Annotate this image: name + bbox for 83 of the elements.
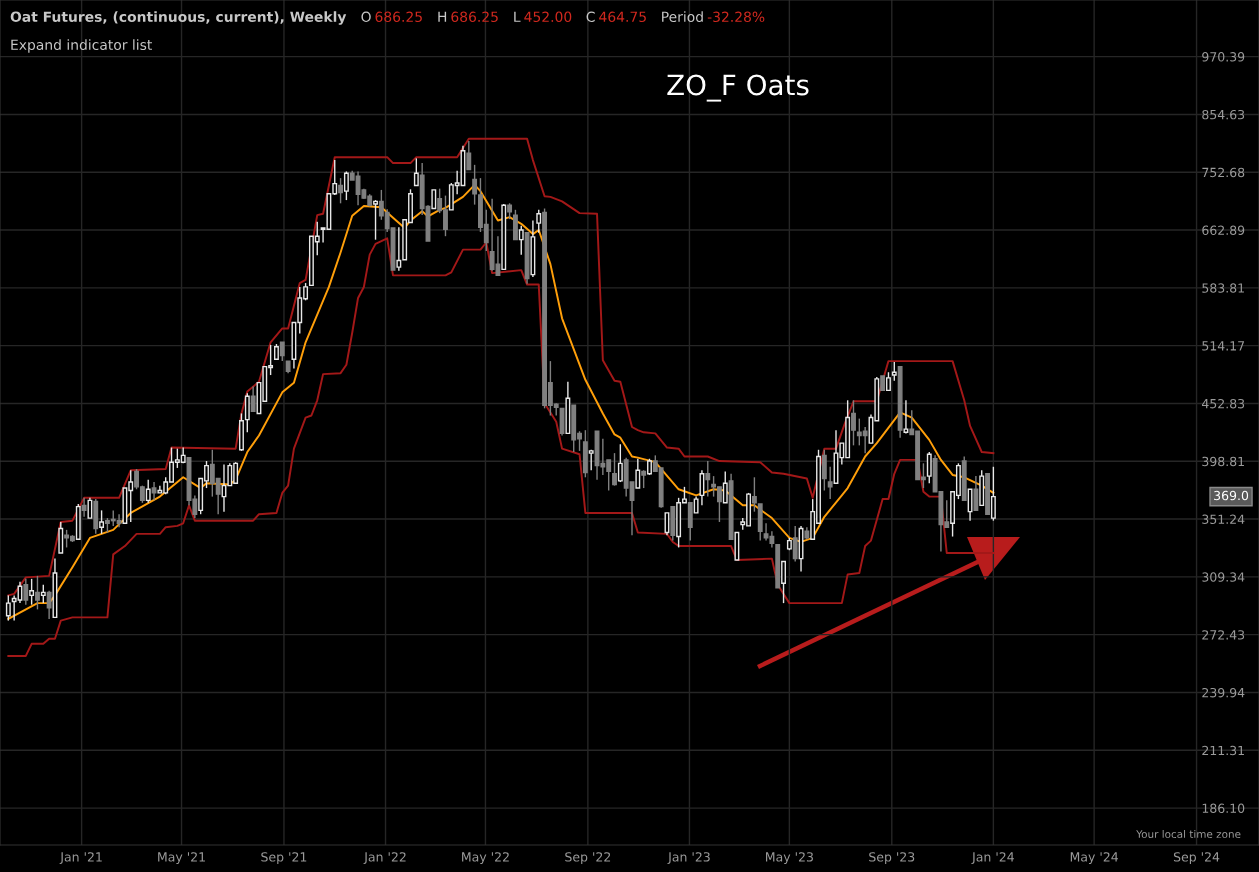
annotation: -32.28% xyxy=(707,11,765,23)
x-tick-label: Sep '24 xyxy=(1173,852,1220,865)
annotation: 452.00 xyxy=(524,11,572,23)
x-tick-label: Jan '22 xyxy=(363,852,406,864)
candlestick xyxy=(373,199,378,241)
y-tick-label: 239.94 xyxy=(1202,687,1245,698)
x-tick-label: Sep '21 xyxy=(261,852,307,865)
x-tick-label: May '21 xyxy=(158,852,205,865)
annotation: Your local time zone xyxy=(1136,829,1241,839)
annotation: Expand indicator list xyxy=(11,39,152,53)
y-tick-label: 309.34 xyxy=(1202,572,1245,582)
annotation: 369.0 xyxy=(1214,490,1249,501)
candlestick xyxy=(792,525,798,563)
candlestick xyxy=(705,460,711,498)
candlestick xyxy=(40,584,46,604)
x-tick-label: Jan '21 xyxy=(59,852,102,864)
candlestick xyxy=(46,590,52,620)
candlestick xyxy=(23,578,29,606)
candlestick xyxy=(722,470,728,504)
annotation: O xyxy=(361,11,371,23)
x-tick-label: May '22 xyxy=(462,852,509,865)
annotation: H xyxy=(438,11,447,22)
candlestick xyxy=(926,451,932,484)
candlestick xyxy=(5,594,11,622)
x-tick-label: May '23 xyxy=(766,852,813,865)
candlestick xyxy=(279,341,285,362)
x-tick-label: Sep '23 xyxy=(869,852,915,865)
candlestick xyxy=(518,225,524,256)
candlestick xyxy=(145,478,151,504)
candlestick xyxy=(536,209,542,234)
candlestick xyxy=(781,560,786,604)
candlestick xyxy=(699,469,705,507)
y-tick-label: 398.81 xyxy=(1202,456,1244,467)
text: ZO_F Oats xyxy=(667,74,809,102)
candlestick xyxy=(821,449,827,492)
candlestick xyxy=(396,226,402,272)
y-tick-label: 583.81 xyxy=(1202,283,1244,293)
annotation: C xyxy=(586,11,595,23)
candlestick xyxy=(99,509,105,535)
candlestick xyxy=(35,575,40,611)
y-tick-label: 211.31 xyxy=(1202,745,1244,756)
annotation: 686.25 xyxy=(451,11,498,23)
candlestick xyxy=(891,361,897,382)
candlestick xyxy=(851,399,856,447)
y-tick-label: 351.24 xyxy=(1202,514,1245,524)
candlestick xyxy=(250,385,256,413)
candlestick xyxy=(903,399,909,435)
x-tick-label: Sep '22 xyxy=(565,852,611,865)
candlestick xyxy=(967,488,973,522)
y-tick-label: 854.63 xyxy=(1202,109,1245,120)
y-tick-label: 452.83 xyxy=(1201,398,1245,409)
candlestick xyxy=(151,481,157,502)
candlestick xyxy=(886,371,891,392)
y-tick-label: 662.89 xyxy=(1202,225,1245,235)
x-tick-label: May '24 xyxy=(1070,852,1119,865)
x-tick-label: Jan '23 xyxy=(667,852,710,864)
candlestick xyxy=(617,443,623,483)
x-tick-label: Jan '24 xyxy=(971,852,1014,864)
candlestick xyxy=(431,189,437,210)
y-tick-label: 186.10 xyxy=(1202,803,1245,814)
candlestick xyxy=(338,177,344,205)
candlestick xyxy=(81,497,87,518)
candlestick xyxy=(635,458,641,489)
candlestick xyxy=(413,157,419,187)
candlestick xyxy=(973,475,979,512)
candlestick xyxy=(472,164,478,206)
candlestick xyxy=(87,497,93,519)
candlestick xyxy=(612,452,617,487)
annotation: Period xyxy=(662,11,703,23)
candlestick xyxy=(29,578,35,606)
annotation: L xyxy=(514,11,521,22)
y-tick-label: 514.17 xyxy=(1202,341,1245,351)
annotation: 464.75 xyxy=(599,11,646,23)
y-tick-label: 272.43 xyxy=(1202,630,1245,640)
text: Oat Futures, (continuous, current), Weekly xyxy=(10,11,347,25)
candlestick xyxy=(827,466,833,500)
y-tick-label: 752.68 xyxy=(1202,167,1245,178)
y-tick-label: 970.39 xyxy=(1202,52,1245,62)
candlestick xyxy=(343,170,349,201)
candlestick xyxy=(990,466,996,522)
candlestick xyxy=(466,140,472,171)
annotation: 686.25 xyxy=(375,11,422,23)
candlestick xyxy=(244,392,250,434)
